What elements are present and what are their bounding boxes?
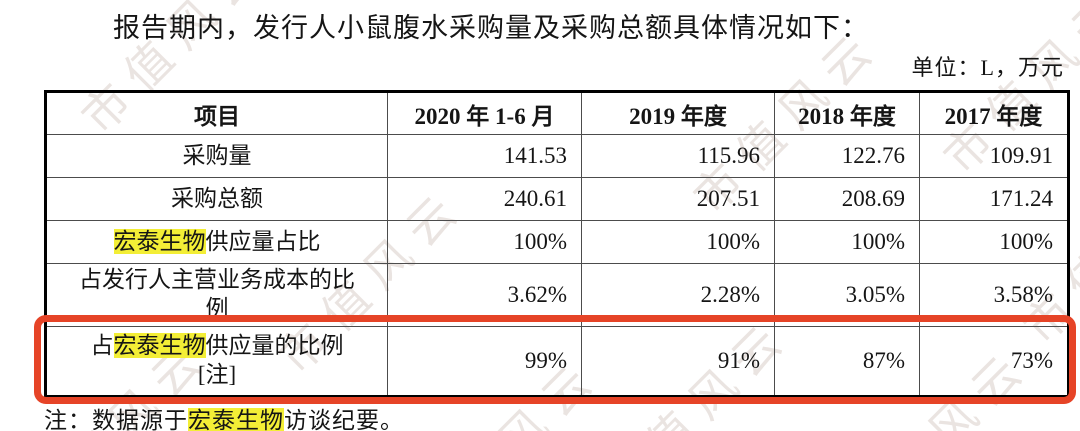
cell-value: 207.51 — [581, 177, 775, 221]
cell-value: 3.58% — [919, 263, 1069, 327]
highlighted-company-name: 宏泰生物 — [113, 332, 206, 358]
footnote-text: 注：数据源于 — [44, 408, 188, 431]
footnote-text: 访谈纪要。 — [284, 408, 404, 431]
cell-value: 115.96 — [581, 134, 775, 178]
cell-value: 100% — [387, 220, 582, 264]
cell-value: 171.24 — [919, 177, 1069, 221]
cell-value: 122.76 — [774, 134, 920, 178]
section-title: 报告期内，发行人小鼠腹水采购量及采购总额具体情况如下： — [113, 13, 869, 43]
cell-value: 73% — [919, 325, 1069, 397]
cell-value: 2.28% — [581, 263, 775, 327]
row-label-text: 占 — [90, 332, 114, 358]
col-header-2020h1: 2020 年 1-6 月 — [387, 91, 582, 135]
cell-value: 3.62% — [387, 263, 582, 327]
unit-label: 单位：L，万元 — [911, 55, 1064, 80]
cell-value: 109.91 — [919, 134, 1069, 178]
row-label: 占宏泰生物供应量的比例 [注] — [45, 325, 388, 397]
col-header-2017: 2017 年度 — [919, 91, 1069, 135]
table-header-row: 项目 2020 年 1-6 月 2019 年度 2018 年度 2017 年度 — [45, 91, 1069, 135]
row-label-text: 占发行人主营业务成本的比 — [79, 267, 355, 292]
table-row-purchase-volume: 采购量 141.53 115.96 122.76 109.91 — [45, 134, 1069, 178]
col-header-2018: 2018 年度 — [774, 91, 920, 135]
cell-value: 208.69 — [774, 177, 920, 221]
row-label: 占发行人主营业务成本的比例 — [45, 263, 388, 327]
row-label-text: 采购量 — [182, 142, 252, 168]
cell-value: 87% — [774, 325, 920, 397]
table-row-supplier-share-ratio: 占宏泰生物供应量的比例 [注] 99% 91% 87% 73% — [45, 325, 1069, 397]
cell-value: 100% — [581, 220, 775, 264]
highlighted-company-name: 宏泰生物 — [188, 408, 284, 431]
cell-value: 91% — [581, 325, 775, 397]
row-label-line2: 例 — [205, 295, 229, 321]
table-row-cost-ratio: 占发行人主营业务成本的比例 3.62% 2.28% 3.05% 3.58% — [45, 263, 1069, 327]
row-label-line2: [注] — [197, 361, 237, 387]
table-row-purchase-total: 采购总额 240.61 207.51 208.69 171.24 — [45, 177, 1069, 221]
cell-value: 141.53 — [387, 134, 582, 178]
row-label: 宏泰生物供应量占比 — [45, 220, 388, 264]
footnote: 注：数据源于宏泰生物访谈纪要。 — [44, 401, 404, 431]
row-label-text: 供应量的比例 — [205, 332, 344, 358]
row-label: 采购量 — [45, 134, 388, 178]
cell-value: 100% — [919, 220, 1069, 264]
cell-value: 240.61 — [387, 177, 582, 221]
row-label: 采购总额 — [45, 177, 388, 221]
row-label-text: 供应量占比 — [205, 228, 321, 254]
cell-value: 100% — [774, 220, 920, 264]
table-row-supply-share: 宏泰生物供应量占比 100% 100% 100% 100% — [45, 220, 1069, 264]
cell-value: 99% — [387, 325, 582, 397]
row-label-text: 采购总额 — [171, 185, 263, 211]
highlighted-company-name: 宏泰生物 — [113, 228, 206, 254]
col-header-item: 项目 — [45, 91, 388, 135]
col-header-2019: 2019 年度 — [581, 91, 775, 135]
cell-value: 3.05% — [774, 263, 920, 327]
procurement-table: 项目 2020 年 1-6 月 2019 年度 2018 年度 2017 年度 … — [44, 90, 1070, 398]
